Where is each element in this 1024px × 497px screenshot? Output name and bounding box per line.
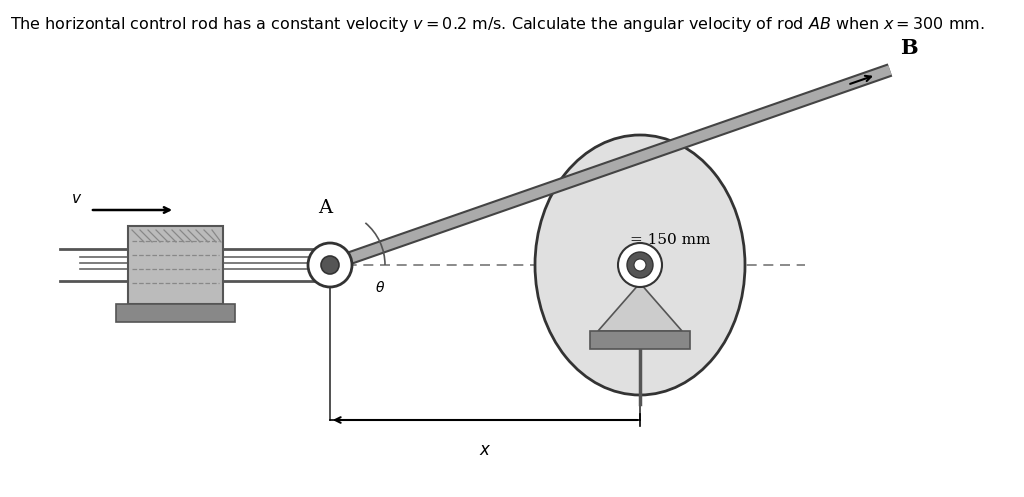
Bar [128,226,223,304]
Text: A: A [317,199,332,217]
Circle shape [618,243,662,287]
Bar [590,331,690,349]
Text: $\theta$: $\theta$ [375,279,385,295]
Text: The horizontal control rod has a constant velocity $v = 0.2$ m/s. Calculate the : The horizontal control rod has a constan… [10,15,985,34]
Text: B: B [900,38,918,58]
Ellipse shape [535,135,745,395]
Circle shape [634,259,646,271]
Circle shape [308,243,352,287]
Text: = 150 mm: = 150 mm [630,233,711,247]
Text: $x$: $x$ [479,442,492,459]
Text: $v$: $v$ [71,192,82,206]
Bar [116,304,234,322]
Circle shape [627,252,653,278]
Polygon shape [598,283,682,331]
Circle shape [321,256,339,274]
